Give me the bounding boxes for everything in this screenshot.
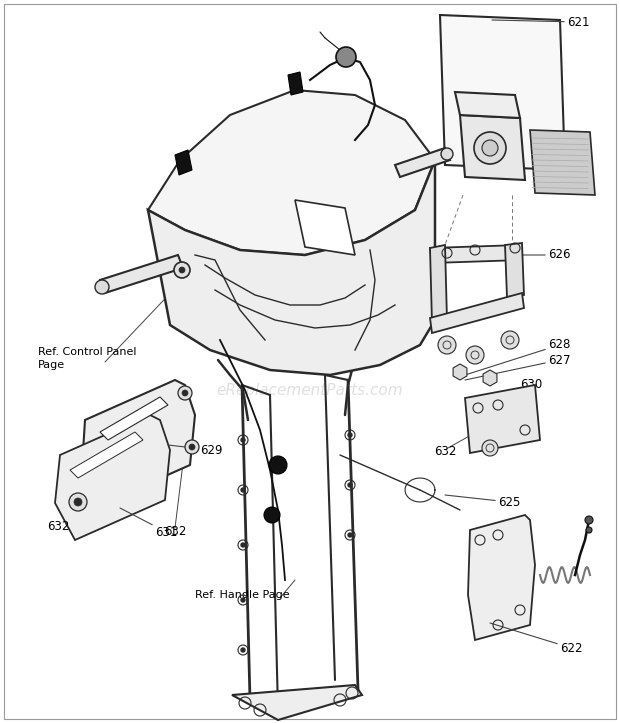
Circle shape: [178, 386, 192, 400]
Text: 622: 622: [490, 623, 583, 654]
Circle shape: [189, 444, 195, 450]
Circle shape: [95, 280, 109, 294]
Circle shape: [501, 331, 519, 349]
Circle shape: [241, 648, 245, 652]
Text: 632: 632: [434, 445, 456, 458]
Polygon shape: [483, 370, 497, 386]
Polygon shape: [465, 385, 540, 453]
Text: Page: Page: [38, 360, 65, 370]
Circle shape: [241, 598, 245, 602]
Circle shape: [264, 507, 280, 523]
Circle shape: [348, 433, 352, 437]
Text: eReplacementParts.com: eReplacementParts.com: [216, 382, 404, 398]
Circle shape: [174, 262, 190, 278]
Text: 630: 630: [490, 379, 542, 398]
Polygon shape: [430, 245, 522, 263]
Polygon shape: [100, 255, 183, 293]
Polygon shape: [468, 515, 535, 640]
Circle shape: [348, 483, 352, 487]
Text: Ref. Control Panel: Ref. Control Panel: [38, 347, 136, 357]
Polygon shape: [395, 148, 450, 177]
Text: 625: 625: [445, 495, 520, 508]
Circle shape: [585, 516, 593, 524]
Polygon shape: [460, 115, 525, 180]
Text: 626: 626: [512, 249, 570, 262]
Text: 621: 621: [492, 15, 590, 28]
Circle shape: [482, 140, 498, 156]
Circle shape: [586, 527, 592, 533]
Circle shape: [241, 488, 245, 492]
Text: 631: 631: [120, 508, 177, 539]
Polygon shape: [55, 415, 170, 540]
Polygon shape: [430, 293, 524, 333]
Circle shape: [69, 493, 87, 511]
Text: Ref. Handle Page: Ref. Handle Page: [195, 590, 290, 600]
Circle shape: [482, 440, 498, 456]
Text: 632: 632: [164, 525, 186, 538]
Polygon shape: [148, 90, 435, 255]
Text: 627: 627: [465, 354, 570, 380]
Polygon shape: [530, 130, 595, 195]
Circle shape: [348, 533, 352, 537]
Text: 629: 629: [168, 443, 223, 456]
Circle shape: [336, 47, 356, 67]
Text: 628: 628: [465, 338, 570, 375]
Polygon shape: [295, 200, 355, 255]
Circle shape: [74, 498, 82, 506]
Text: 632: 632: [47, 520, 69, 533]
Polygon shape: [455, 92, 520, 118]
Polygon shape: [175, 150, 192, 175]
Polygon shape: [232, 685, 362, 720]
Circle shape: [269, 456, 287, 474]
Circle shape: [241, 543, 245, 547]
Polygon shape: [453, 364, 467, 380]
Circle shape: [438, 336, 456, 354]
Polygon shape: [100, 397, 168, 440]
Circle shape: [441, 148, 453, 160]
Circle shape: [241, 438, 245, 442]
Polygon shape: [288, 72, 303, 95]
Circle shape: [466, 346, 484, 364]
Circle shape: [179, 267, 185, 273]
Circle shape: [182, 390, 188, 396]
Polygon shape: [82, 380, 195, 505]
Polygon shape: [148, 160, 435, 375]
Circle shape: [474, 132, 506, 164]
Polygon shape: [505, 243, 524, 297]
Polygon shape: [440, 15, 565, 170]
Polygon shape: [70, 432, 143, 478]
Polygon shape: [430, 245, 447, 323]
Circle shape: [185, 440, 199, 454]
